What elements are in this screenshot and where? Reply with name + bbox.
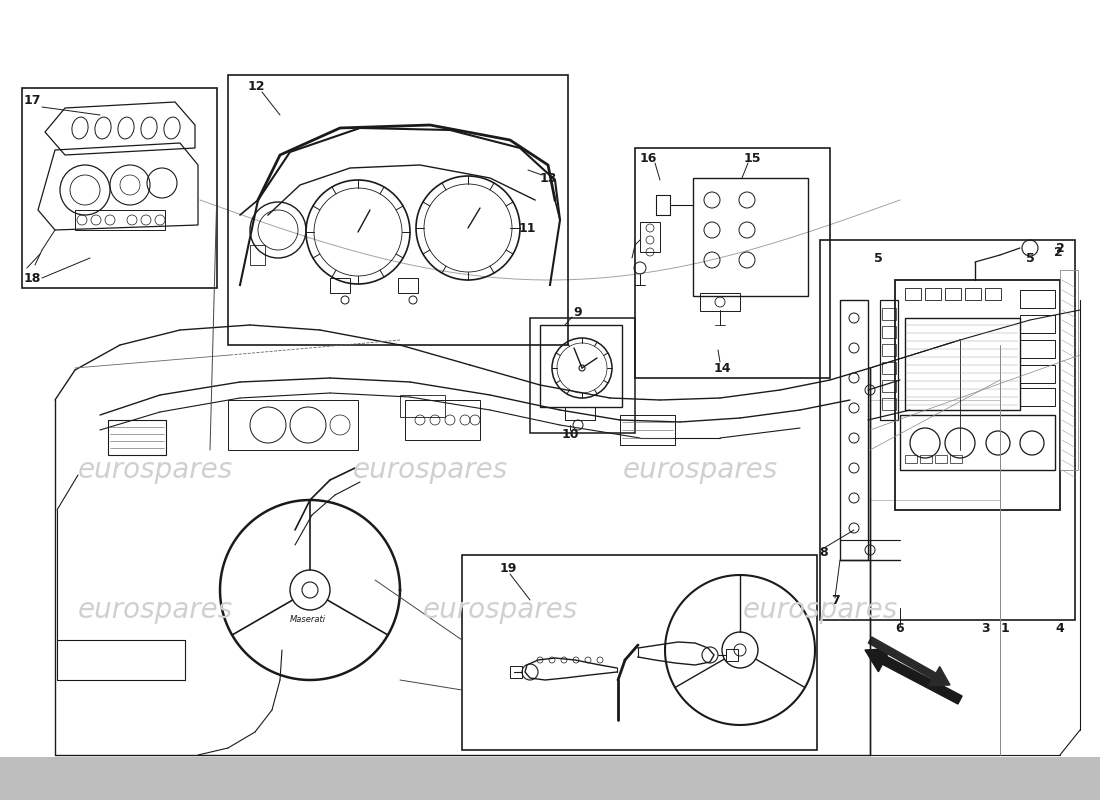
Bar <box>462 555 817 750</box>
Bar <box>882 344 896 356</box>
Bar <box>530 318 635 433</box>
Bar <box>1020 388 1055 406</box>
Text: eurospares: eurospares <box>77 596 232 624</box>
Bar <box>820 240 1075 620</box>
Bar <box>1020 315 1055 333</box>
Bar <box>635 148 830 378</box>
Bar <box>22 88 217 288</box>
Bar <box>880 300 898 420</box>
Bar <box>108 420 166 455</box>
Text: 8: 8 <box>820 546 828 558</box>
Text: eurospares: eurospares <box>422 596 578 624</box>
Bar <box>965 288 981 300</box>
Text: 5: 5 <box>873 251 882 265</box>
Bar <box>882 380 896 392</box>
Text: 9: 9 <box>574 306 582 318</box>
Text: 19: 19 <box>499 562 517 574</box>
Bar <box>405 400 480 440</box>
Text: 11: 11 <box>518 222 536 234</box>
Text: 3: 3 <box>981 622 989 634</box>
Bar <box>228 400 358 450</box>
Text: 18: 18 <box>23 271 41 285</box>
Bar <box>950 455 962 463</box>
Bar <box>250 245 265 265</box>
Text: eurospares: eurospares <box>352 456 507 484</box>
Bar <box>398 278 418 293</box>
Bar <box>640 222 660 252</box>
Bar <box>935 455 947 463</box>
Text: 7: 7 <box>830 594 839 606</box>
Bar <box>905 455 917 463</box>
Text: 14: 14 <box>713 362 730 374</box>
Bar <box>925 288 940 300</box>
Bar <box>882 362 896 374</box>
Bar <box>882 326 896 338</box>
Bar <box>905 288 921 300</box>
Bar <box>620 415 675 445</box>
Bar <box>510 666 522 678</box>
Bar <box>400 395 446 417</box>
Text: 12: 12 <box>248 79 265 93</box>
Text: 2: 2 <box>1054 246 1063 258</box>
Text: 1: 1 <box>1001 622 1010 634</box>
FancyArrow shape <box>865 649 962 704</box>
Text: eurospares: eurospares <box>77 456 232 484</box>
Text: 10: 10 <box>561 429 579 442</box>
Text: 15: 15 <box>744 151 761 165</box>
Bar <box>1020 340 1055 358</box>
Text: 2: 2 <box>1056 242 1065 254</box>
Bar <box>900 415 1055 470</box>
Text: 5: 5 <box>1025 251 1034 265</box>
Bar <box>895 280 1060 510</box>
Bar <box>726 649 738 661</box>
Bar <box>693 178 808 296</box>
Bar <box>700 293 740 311</box>
Bar <box>1060 270 1078 470</box>
Bar <box>882 308 896 320</box>
Bar <box>920 455 932 463</box>
Text: eurospares: eurospares <box>742 596 898 624</box>
Bar <box>870 400 1000 500</box>
Text: eurospares: eurospares <box>623 456 778 484</box>
Bar <box>0 757 1100 800</box>
Bar <box>228 75 568 345</box>
Text: 17: 17 <box>23 94 41 106</box>
Bar <box>945 288 961 300</box>
Bar <box>984 288 1001 300</box>
FancyArrow shape <box>868 637 950 686</box>
Text: 16: 16 <box>639 151 657 165</box>
Bar <box>330 278 350 293</box>
Bar <box>1020 365 1055 383</box>
Bar <box>905 318 1020 410</box>
Text: 13: 13 <box>539 171 557 185</box>
Text: 4: 4 <box>1056 622 1065 634</box>
Bar <box>540 325 622 407</box>
Bar <box>882 398 896 410</box>
Bar <box>1020 290 1055 308</box>
Bar <box>75 210 165 230</box>
Text: 6: 6 <box>895 622 904 634</box>
Text: Maserati: Maserati <box>290 615 326 625</box>
